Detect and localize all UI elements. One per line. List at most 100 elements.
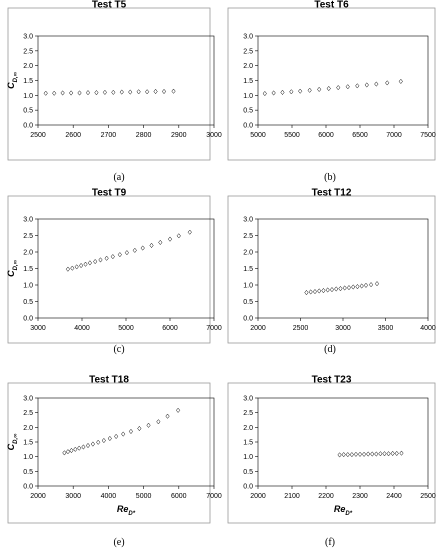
data-point — [374, 451, 379, 457]
y-tick-label: 0.5 — [243, 108, 253, 115]
y-tick-label: 2.0 — [243, 63, 253, 70]
data-point — [145, 89, 150, 95]
data-point — [176, 407, 181, 413]
chart-title: Test T6 — [314, 0, 349, 11]
data-point — [382, 451, 387, 457]
data-point — [102, 89, 107, 95]
chart-panel-0: Test T5 0.0 0.5 1.0 1.5 2.0 2.5 3.0 2500 2600 2700… — [6, 0, 222, 183]
x-tick-label: 2600 — [65, 132, 81, 139]
x-axis-label-main: Re — [334, 504, 346, 514]
data-point — [101, 437, 106, 444]
data-point — [262, 90, 267, 97]
panel-caption: (c) — [113, 344, 124, 355]
y-axis-label-main: C — [6, 270, 16, 277]
plot-area — [37, 218, 215, 319]
data-point — [329, 287, 335, 293]
x-tick-label: 2900 — [171, 132, 187, 139]
chart-title: Test T5 — [92, 0, 127, 11]
x-axis-label-subscript: D* — [128, 511, 135, 517]
y-axis-label: CD,∞ — [6, 260, 19, 277]
chart-panel-1: Test T6 0.0 0.5 1.0 1.5 2.0 2.5 3.0 5000 5500 6000… — [227, 0, 436, 183]
data-point — [321, 288, 326, 294]
data-point — [94, 90, 99, 96]
x-tick-label: 2700 — [101, 132, 117, 139]
y-tick-label: 2.0 — [243, 425, 253, 432]
x-tick-label: 4000 — [101, 493, 117, 500]
chart-frame — [7, 382, 211, 524]
data-point — [167, 236, 173, 242]
y-tick-label: 1.0 — [243, 93, 253, 100]
x-tick-label: 7000 — [206, 493, 222, 500]
y-axis-label-main: C — [6, 82, 16, 89]
y-tick-label: 3.0 — [23, 34, 33, 41]
panel-caption: (b) — [324, 172, 336, 183]
y-tick-label: 0.5 — [23, 469, 33, 476]
y-tick-label: 1.5 — [23, 78, 33, 85]
y-tick-label: 2.5 — [243, 410, 253, 417]
y-axis-label: CD,∞ — [6, 72, 19, 89]
x-tick-label: 2100 — [284, 493, 300, 500]
x-tick-label: 2800 — [136, 132, 152, 139]
data-point — [317, 288, 322, 294]
data-point — [271, 90, 276, 96]
x-tick-label: 4000 — [74, 325, 90, 332]
data-point — [363, 282, 369, 288]
x-tick-label: 2500 — [420, 493, 436, 500]
y-tick-label: 1.5 — [243, 440, 253, 447]
y-axis-label-subscript: D,∞ — [13, 434, 19, 444]
y-tick-label: 0.5 — [23, 299, 33, 306]
data-point — [70, 265, 75, 271]
x-axis-label-subscript: D* — [345, 511, 352, 517]
y-tick-label: 2.0 — [23, 425, 33, 432]
x-tick-label: 2000 — [250, 493, 266, 500]
data-point — [117, 252, 122, 258]
data-point — [317, 86, 322, 93]
data-point — [140, 245, 145, 251]
x-axis-label: ReD* — [117, 504, 136, 517]
data-point — [107, 435, 112, 442]
y-tick-label: 2.5 — [243, 233, 253, 240]
chart-frame — [227, 382, 436, 524]
data-point — [361, 451, 367, 457]
data-point — [165, 413, 170, 419]
y-tick-label: 2.5 — [243, 48, 253, 55]
y-tick-label: 2.5 — [23, 48, 33, 55]
data-point — [368, 282, 374, 288]
data-point — [153, 88, 158, 95]
y-tick-label: 2.0 — [243, 250, 253, 257]
data-point — [85, 90, 91, 96]
data-point — [65, 266, 71, 272]
data-point — [132, 247, 137, 253]
x-tick-label: 4000 — [420, 325, 436, 332]
data-point — [345, 84, 350, 90]
y-tick-label: 2.5 — [23, 233, 33, 240]
data-point — [74, 264, 79, 270]
y-tick-label: 2.0 — [23, 250, 33, 257]
x-tick-label: 2500 — [293, 325, 309, 332]
data-point — [342, 285, 347, 291]
x-tick-label: 6000 — [162, 325, 178, 332]
chart-panel-3: Test T12 0.0 0.5 1.0 1.5 2.0 2.5 3.0 2000 2500 300… — [227, 188, 436, 355]
data-point — [119, 89, 124, 95]
data-point — [399, 450, 404, 456]
plot-area — [257, 218, 429, 319]
x-tick-label: 5000 — [250, 132, 266, 139]
data-point — [85, 442, 91, 449]
x-tick-label: 2300 — [352, 493, 368, 500]
data-point — [280, 89, 285, 95]
x-tick-label: 2000 — [30, 493, 46, 500]
panel-caption: (a) — [113, 172, 124, 183]
data-point — [128, 89, 133, 95]
data-point — [370, 451, 375, 457]
data-point — [386, 451, 391, 457]
data-point — [83, 261, 88, 267]
y-tick-label: 1.0 — [243, 283, 253, 290]
data-point — [355, 284, 360, 290]
chart-panel-5: Test T23 0.0 0.5 1.0 1.5 2.0 2.5 3.0 2000 2100 220… — [227, 375, 436, 548]
y-tick-label: 0.0 — [23, 123, 33, 130]
data-point — [111, 89, 116, 95]
data-point — [346, 285, 352, 291]
data-point — [124, 250, 129, 256]
x-tick-label: 3000 — [206, 132, 222, 139]
chart-panel-4: Test T18 0.0 0.5 1.0 1.5 2.0 2.5 3.0 2000 3000 400… — [6, 375, 222, 549]
